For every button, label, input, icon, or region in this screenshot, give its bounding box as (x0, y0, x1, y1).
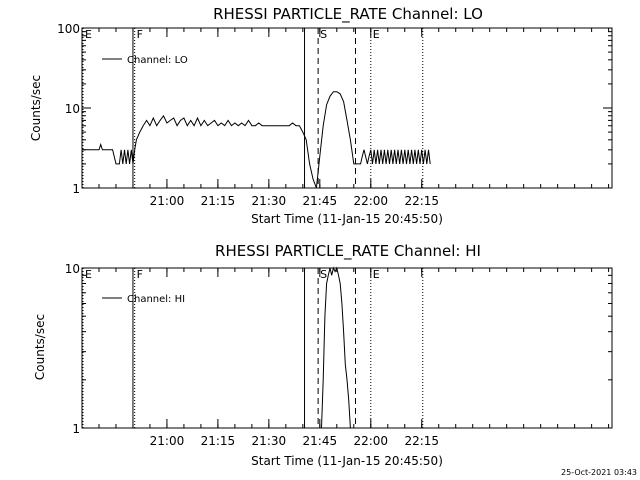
plot-frame-lo (81, 27, 613, 189)
panel-hi: RHESSI PARTICLE_RATE Channel: HI Counts/… (33, 242, 613, 468)
legend-entry-hi: Channel: HI (127, 294, 185, 305)
y-tick-label-hi: 1 (72, 422, 80, 436)
x-tick-label-lo: 21:15 (201, 194, 236, 208)
event-marker-letter-lo: E (373, 28, 380, 41)
x-tick-label-hi: 21:30 (252, 434, 287, 448)
x-tick-label-lo: 21:30 (252, 194, 287, 208)
timestamp-stamp: 25-Oct-2021 03:43 (561, 468, 637, 477)
x-tick-label-hi: 22:00 (353, 434, 388, 448)
x-tick-label-lo: 22:15 (404, 194, 439, 208)
x-tick-label-lo: 21:00 (150, 194, 185, 208)
series-line-lo (82, 91, 431, 189)
chart-title-hi: RHESSI PARTICLE_RATE Channel: HI (215, 242, 481, 261)
y-tick-label-lo: 1 (72, 182, 80, 196)
legend-entry-lo: Channel: LO (127, 55, 188, 66)
event-marker-letter-hi: S (320, 268, 327, 281)
y-axis-label-hi: Counts/sec (33, 314, 47, 380)
x-tick-label-lo: 22:00 (353, 194, 388, 208)
event-marker-letter-hi: E (85, 268, 92, 281)
series-line-hi (321, 266, 351, 429)
legend-lo: Channel: LO (102, 55, 188, 66)
event-marker-letter-lo: E (85, 28, 92, 41)
y-tick-label-lo: 100 (57, 22, 80, 36)
x-axis-label-lo: Start Time (11-Jan-15 20:45:50) (251, 212, 443, 226)
x-axis-label-hi: Start Time (11-Jan-15 20:45:50) (251, 454, 443, 468)
x-tick-label-hi: 21:45 (303, 434, 338, 448)
y-tick-label-hi: 10 (65, 262, 80, 276)
plot-frame-hi (81, 267, 613, 429)
event-marker-letter-hi: E (373, 268, 380, 281)
y-tick-label-lo: 10 (65, 102, 80, 116)
chart-title-lo: RHESSI PARTICLE_RATE Channel: LO (213, 5, 483, 24)
x-tick-label-lo: 21:45 (303, 194, 338, 208)
event-marker-letter-lo: S (320, 28, 327, 41)
panel-lo: RHESSI PARTICLE_RATE Channel: LO Counts/… (29, 5, 613, 226)
legend-hi: Channel: HI (102, 294, 185, 305)
event-marker-letter-lo: F (137, 28, 143, 41)
event-marker-letter-hi: F (137, 268, 143, 281)
x-tick-label-hi: 22:15 (404, 434, 439, 448)
x-tick-label-hi: 21:15 (201, 434, 236, 448)
y-axis-label-lo: Counts/sec (29, 75, 43, 141)
x-tick-label-hi: 21:00 (150, 434, 185, 448)
